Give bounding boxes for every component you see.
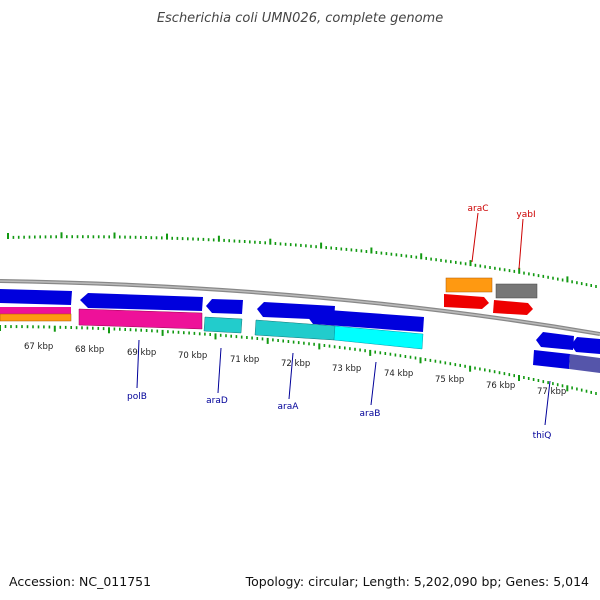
kbp-label: 70 kbp <box>178 351 207 361</box>
kbp-label: 69 kbp <box>127 348 156 358</box>
kbp-label: 75 kbp <box>435 375 464 385</box>
genome-title: Escherichia coli UMN026, complete genome <box>157 11 443 26</box>
band-arad-cyan <box>203 316 243 334</box>
band-thiq-blue <box>533 350 570 369</box>
kbp-label: 72 kbp <box>281 359 310 369</box>
kbp-labels: 67 kbp 68 kbp 69 kbp 70 kbp 71 kbp 72 kb… <box>24 342 566 397</box>
band-left-pink <box>0 307 71 314</box>
gene-label-yabi[interactable]: yabI <box>516 210 535 220</box>
gene-arad-blue[interactable] <box>206 299 243 314</box>
gene-label-araa[interactable]: araA <box>278 402 300 412</box>
forward-strand <box>444 277 538 315</box>
gene-arab-blue[interactable] <box>307 309 424 332</box>
kbp-label: 68 kbp <box>75 345 104 355</box>
accession-label: Accession: NC_011751 <box>9 574 152 589</box>
gene-yabi-red[interactable] <box>493 300 533 315</box>
band-arab-cyan <box>333 325 424 350</box>
gene-arac-red[interactable] <box>444 294 489 309</box>
band-right-purple <box>569 354 600 373</box>
forward-gene-labels: araC yabI <box>467 204 536 270</box>
kbp-label: 67 kbp <box>24 342 53 352</box>
gene-label-polb[interactable]: polB <box>127 392 147 402</box>
kbp-label: 74 kbp <box>384 369 413 379</box>
kbp-label: 73 kbp <box>332 364 361 374</box>
kbp-label: 77 kbp <box>537 387 566 397</box>
gene-thiq-blue[interactable] <box>536 332 574 350</box>
gene-arac-orange[interactable] <box>445 277 493 293</box>
kbp-label: 76 kbp <box>486 381 515 391</box>
gene-polb-blue[interactable] <box>80 293 203 311</box>
reverse-gene-labels: polB araD araA araB thiQ <box>127 339 552 441</box>
gene-label-arad[interactable]: araD <box>206 396 228 406</box>
gene-label-arab[interactable]: araB <box>360 409 381 419</box>
gene-right-blue[interactable] <box>571 337 600 354</box>
gene-yabi-gray[interactable] <box>495 283 538 299</box>
tick-marks <box>0 232 597 395</box>
gene-left-blue[interactable] <box>0 289 72 305</box>
gene-label-arac[interactable]: araC <box>467 204 488 214</box>
gene-label-thiq[interactable]: thiQ <box>533 431 552 441</box>
band-left-orange <box>0 313 72 322</box>
kbp-label: 71 kbp <box>230 355 259 365</box>
genome-summary: Topology: circular; Length: 5,202,090 bp… <box>245 574 589 589</box>
reverse-strand <box>0 289 600 354</box>
band-polb-pink <box>78 308 203 330</box>
inner-bands <box>0 307 600 373</box>
